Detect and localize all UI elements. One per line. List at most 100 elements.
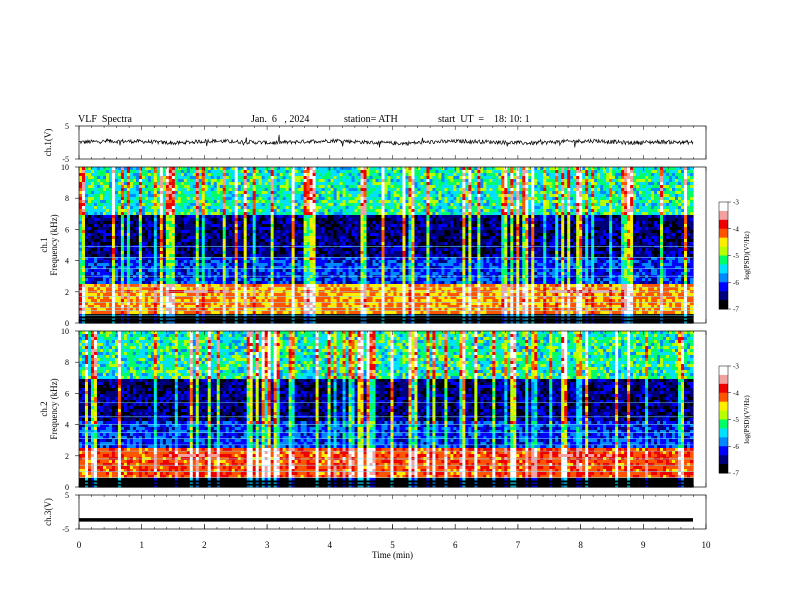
ch1-spectrogram-cell [153,305,158,309]
ch1-spectrogram-cell [126,188,131,192]
ch1-spectrogram-cell [135,269,140,273]
ch1-spectrogram-cell [79,302,83,306]
ch1-spectrogram-cell [82,215,86,219]
ch1-spectrogram-cell [141,188,146,192]
ch1-spectrogram-cell [105,293,110,297]
ch1-spectrogram-cell [138,281,143,285]
ch1-spectrogram-cell [93,185,98,189]
ch1-spectrogram-cell [126,239,131,243]
ch1-spectrogram-cell [150,179,155,183]
ch1-spectrogram-cell [150,200,155,204]
ch1-spectrogram-cell [147,200,152,204]
ch1-spectrogram-cell [147,257,152,261]
ch1-spectrogram-cell [156,257,161,261]
ch1-spectrogram-cell [138,293,143,297]
ch1-spectrogram-cell [84,299,89,303]
ch1-spectrogram-cell [150,248,155,252]
ch1-spectrogram-cell [156,179,161,183]
ch1-spectrogram-cell [150,257,155,261]
ch1-spectrogram-cell [129,287,134,291]
ch1-spectrogram-cell [156,311,161,315]
ch1-spectrogram-cell [150,296,155,300]
ch1-spectrogram-cell [111,278,116,282]
ch1-spectrogram-cell [111,305,116,309]
ch1-spectrogram-cell [150,206,155,210]
ch1-spectrogram-cell [105,242,110,246]
ch1-spectrogram-cell [156,287,161,291]
ch1-spectrogram-cell [135,209,140,213]
ch1-spectrogram-cell [120,239,125,243]
ch1-spectrogram-cell [105,269,110,273]
ch1-spectrogram-cell [102,173,107,177]
ch1-spectrogram-cell [114,269,119,273]
ch1-spectrogram-cell [147,248,152,252]
ch1-spectrogram-cell [82,299,86,303]
ch1-spectrogram-cell [138,320,143,324]
ch1-spectrogram-cell [108,224,113,228]
ch1-spectrogram-cell [96,200,101,204]
ch1-spectrogram-cell [138,188,143,192]
ch1-spectrogram-cell [82,173,86,177]
ch1-spectrogram-cell [87,278,92,282]
ch1-spectrogram-cell [117,299,122,303]
ch1-spectrogram-cell [147,218,152,222]
ch1-spectrogram-cell [99,296,104,300]
ch1-spectrogram-cell [141,266,146,270]
ch1-spectrogram-cell [150,275,155,279]
ch1-spectrogram-cell [82,200,86,204]
ch1-spectrogram-cell [129,212,134,216]
ch1-spectrogram-cell [79,263,83,267]
ch1-spectrogram-cell [111,236,116,240]
ch1-spectrogram-cell [96,296,101,300]
ch1-spectrogram-cell [105,185,110,189]
ch1-spectrogram-cell [79,185,83,189]
ch1-spectrogram-cell [79,206,83,210]
ch1-spectrogram-cell [114,191,119,195]
ch1-spectrogram-cell [120,182,125,186]
ch1-spectrogram-cell [159,218,164,222]
ch1-spectrogram-cell [102,224,107,228]
ch1-spectrogram-cell [108,200,113,204]
ch1-spectrogram-cell [93,212,98,216]
ch1-spectrogram-cell [159,263,164,267]
ch1-spectrogram-cell [132,320,137,324]
ch1-spectrogram-cell [82,167,86,171]
ch1-spectrogram-cell [105,314,110,318]
ch1-spectrogram-cell [79,242,83,246]
ch1-spectrogram-cell [132,317,137,321]
ch1-spectrogram-cell [108,212,113,216]
ch1-spectrogram-cell [108,209,113,213]
ch1-spectrogram-cell [144,275,149,279]
ch1-spectrogram-cell [147,206,152,210]
ch1-spectrogram-cell [84,191,89,195]
ch1-spectrogram-cell [153,209,158,213]
ch1-spectrogram-cell [90,302,95,306]
ch1-spectrogram-cell [147,287,152,291]
ch1-spectrogram-cell [84,236,89,240]
ch1-spectrogram-cell [141,278,146,282]
ch1-spectrogram-cell [82,176,86,180]
ch1-spectrogram-cell [138,284,143,288]
ch1-spectrogram-cell [141,293,146,297]
ch1-spectrogram-cell [82,302,86,306]
ch1-spectrogram-cell [132,248,137,252]
ch1-spectrogram-cell [114,200,119,204]
ch1-spectrogram-cell [159,191,164,195]
ch1-spectrogram-cell [129,203,134,207]
ch1-spectrogram-cell [90,185,95,189]
ch1-spectrogram-cell [111,212,116,216]
ch1-spectrogram-cell [132,302,137,306]
ch1-spectrogram-cell [114,296,119,300]
ch1-spectrogram-cell [126,194,131,198]
ch1-spectrogram-cell [111,248,116,252]
ch1-spectrogram-cell [79,194,83,198]
ch1-spectrogram-cell [87,257,92,261]
ch1-spectrogram-cell [138,260,143,264]
ch1-spectrogram-cell [79,218,83,222]
ch1-spectrogram-cell [156,308,161,312]
ch1-spectrogram-cell [141,218,146,222]
ch1-spectrogram-cell [123,281,128,285]
ch1-spectrogram-cell [144,233,149,237]
ch1-spectrogram-cell [79,236,83,240]
